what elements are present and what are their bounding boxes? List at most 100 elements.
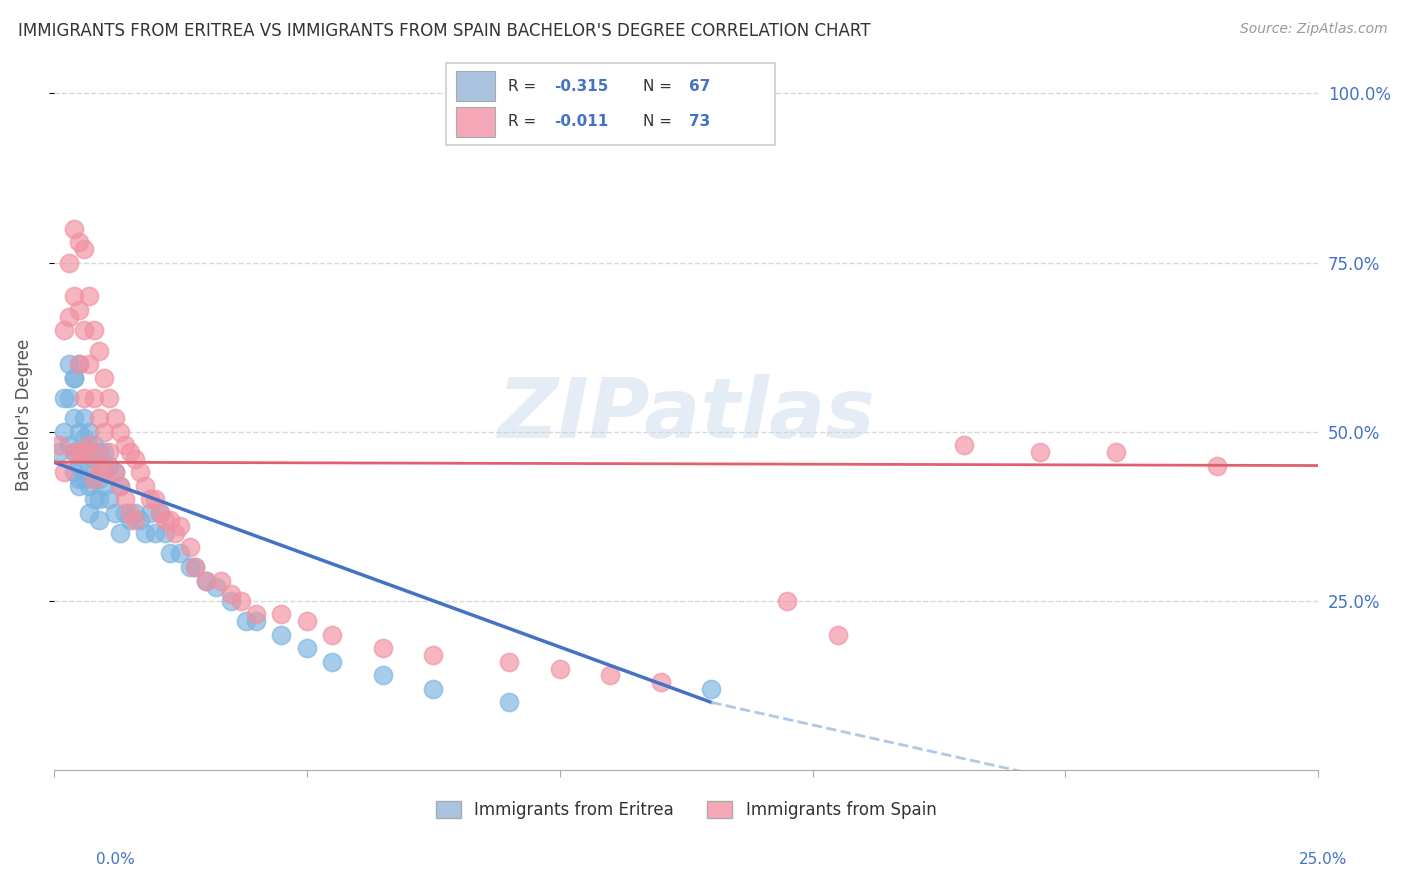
Point: [83, 492, 105, 507]
Point: [58, 391, 80, 405]
Point: [73, 323, 96, 337]
Point: [134, 526, 156, 541]
Point: [165, 526, 187, 541]
Point: [93, 445, 115, 459]
Point: [321, 628, 343, 642]
Point: [77, 445, 100, 459]
Point: [169, 547, 191, 561]
Point: [229, 594, 252, 608]
Point: [58, 438, 80, 452]
Point: [548, 661, 571, 675]
Point: [114, 506, 136, 520]
Point: [827, 628, 849, 642]
Point: [422, 648, 444, 662]
Point: [204, 580, 226, 594]
Point: [270, 628, 292, 642]
Point: [63, 445, 86, 459]
Point: [73, 472, 96, 486]
Point: [235, 614, 257, 628]
Point: [52, 391, 75, 405]
Point: [1105, 445, 1128, 459]
Point: [67, 445, 90, 459]
Text: IMMIGRANTS FROM ERITREA VS IMMIGRANTS FROM SPAIN BACHELOR'S DEGREE CORRELATION C: IMMIGRANTS FROM ERITREA VS IMMIGRANTS FR…: [18, 22, 870, 40]
Point: [67, 458, 90, 473]
Point: [93, 479, 115, 493]
Point: [73, 242, 96, 256]
Point: [321, 655, 343, 669]
Point: [98, 492, 121, 507]
Point: [124, 451, 146, 466]
Point: [169, 519, 191, 533]
Point: [139, 492, 162, 507]
Point: [103, 465, 125, 479]
Point: [73, 391, 96, 405]
Point: [98, 445, 121, 459]
Point: [63, 370, 86, 384]
Point: [143, 526, 166, 541]
Point: [1029, 445, 1052, 459]
Point: [73, 432, 96, 446]
Point: [114, 438, 136, 452]
Point: [128, 465, 150, 479]
Point: [67, 302, 90, 317]
Point: [153, 513, 176, 527]
Point: [89, 343, 111, 358]
Point: [52, 425, 75, 439]
Point: [179, 540, 201, 554]
Point: [108, 425, 131, 439]
Point: [128, 513, 150, 527]
Point: [245, 607, 267, 622]
Point: [83, 472, 105, 486]
Point: [67, 479, 90, 493]
Point: [77, 438, 100, 452]
Point: [194, 574, 217, 588]
Text: ZIPatlas: ZIPatlas: [498, 375, 875, 455]
Text: Source: ZipAtlas.com: Source: ZipAtlas.com: [1240, 22, 1388, 37]
Text: 25.0%: 25.0%: [1299, 852, 1347, 867]
Point: [63, 465, 86, 479]
Point: [67, 235, 90, 250]
Point: [209, 574, 232, 588]
Point: [1206, 458, 1229, 473]
Point: [67, 357, 90, 371]
Point: [108, 479, 131, 493]
Point: [93, 370, 115, 384]
Point: [498, 695, 520, 709]
Point: [134, 479, 156, 493]
Point: [700, 681, 723, 696]
Point: [270, 607, 292, 622]
Point: [295, 614, 318, 628]
Point: [103, 411, 125, 425]
Point: [73, 411, 96, 425]
Point: [89, 458, 111, 473]
Point: [953, 438, 976, 452]
Point: [83, 438, 105, 452]
Point: [73, 445, 96, 459]
Point: [93, 465, 115, 479]
Point: [83, 472, 105, 486]
Point: [58, 255, 80, 269]
Point: [98, 391, 121, 405]
Point: [52, 323, 75, 337]
Point: [63, 289, 86, 303]
Legend: Immigrants from Eritrea, Immigrants from Spain: Immigrants from Eritrea, Immigrants from…: [429, 794, 943, 826]
Point: [599, 668, 621, 682]
Point: [219, 594, 242, 608]
Point: [73, 445, 96, 459]
Point: [179, 560, 201, 574]
Point: [89, 445, 111, 459]
Text: 0.0%: 0.0%: [96, 852, 135, 867]
Point: [149, 506, 172, 520]
Point: [58, 357, 80, 371]
Point: [422, 681, 444, 696]
Point: [67, 445, 90, 459]
Point: [139, 506, 162, 520]
Y-axis label: Bachelor's Degree: Bachelor's Degree: [15, 339, 32, 491]
Point: [67, 357, 90, 371]
Point: [245, 614, 267, 628]
Point: [77, 357, 100, 371]
Point: [124, 506, 146, 520]
Point: [153, 526, 176, 541]
Point: [650, 675, 672, 690]
Point: [52, 465, 75, 479]
